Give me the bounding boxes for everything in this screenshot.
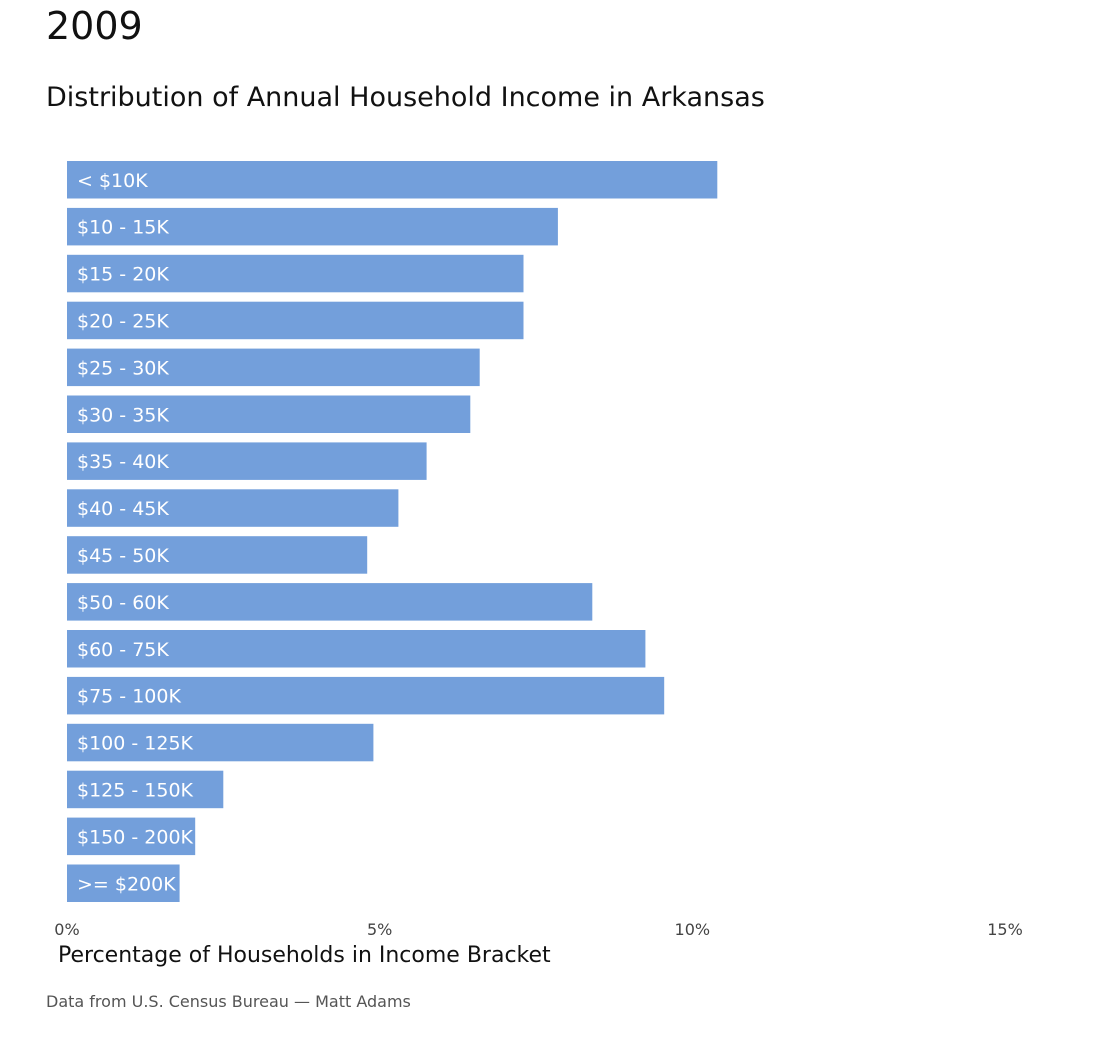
bar-label-4: $25 - 30K bbox=[77, 357, 169, 379]
bar-label-5: $30 - 35K bbox=[77, 404, 169, 426]
bar-11 bbox=[67, 676, 665, 715]
bar-7 bbox=[67, 489, 399, 527]
x-tick-label-3: 15% bbox=[987, 920, 1023, 939]
bar-label-3: $20 - 25K bbox=[77, 310, 169, 332]
x-tick-label-1: 5% bbox=[367, 920, 392, 939]
bar-5 bbox=[67, 395, 471, 433]
bar-4 bbox=[67, 348, 480, 387]
bar-2 bbox=[67, 254, 524, 293]
bar-10 bbox=[67, 630, 646, 668]
x-axis-ticks: 0% 5% 10% 15% bbox=[54, 920, 1022, 939]
bar-label-11: $75 - 100K bbox=[77, 686, 181, 708]
bar-label-12: $100 - 125K bbox=[77, 733, 194, 755]
bar-label-15: >= $200K bbox=[77, 873, 176, 895]
bar-label-13: $125 - 150K bbox=[77, 779, 194, 801]
bar-label-8: $45 - 50K bbox=[77, 545, 169, 567]
bar-label-6: $35 - 40K bbox=[77, 451, 169, 473]
bars-group: < $10K $10 - 15K $15 - 20K $20 - 25K $25 - 3… bbox=[67, 161, 718, 902]
bar-0 bbox=[67, 161, 718, 199]
chart-year-title: 2009 bbox=[46, 4, 143, 48]
bar-label-0: < $10K bbox=[77, 170, 148, 192]
bar-14 bbox=[67, 817, 196, 856]
bar-15 bbox=[67, 864, 180, 902]
bar-label-2: $15 - 20K bbox=[77, 264, 169, 286]
bar-label-7: $40 - 45K bbox=[77, 498, 169, 520]
x-tick-label-0: 0% bbox=[54, 920, 79, 939]
bar-label-10: $60 - 75K bbox=[77, 639, 169, 661]
bar-12 bbox=[67, 723, 374, 762]
bar-13 bbox=[67, 770, 224, 809]
bar-6 bbox=[67, 442, 427, 480]
chart-subtitle: Distribution of Annual Household Income … bbox=[46, 82, 765, 113]
bar-8 bbox=[67, 536, 368, 574]
x-axis-label: Percentage of Households in Income Brack… bbox=[58, 943, 551, 968]
bar-1 bbox=[67, 207, 558, 246]
x-tick-label-2: 10% bbox=[675, 920, 711, 939]
bar-9 bbox=[67, 583, 593, 621]
bar-label-9: $50 - 60K bbox=[77, 592, 169, 614]
bar-3 bbox=[67, 301, 524, 340]
bar-label-1: $10 - 15K bbox=[77, 217, 169, 239]
bar-label-14: $150 - 200K bbox=[77, 826, 194, 848]
source-note: Data from U.S. Census Bureau — Matt Adam… bbox=[46, 992, 411, 1011]
